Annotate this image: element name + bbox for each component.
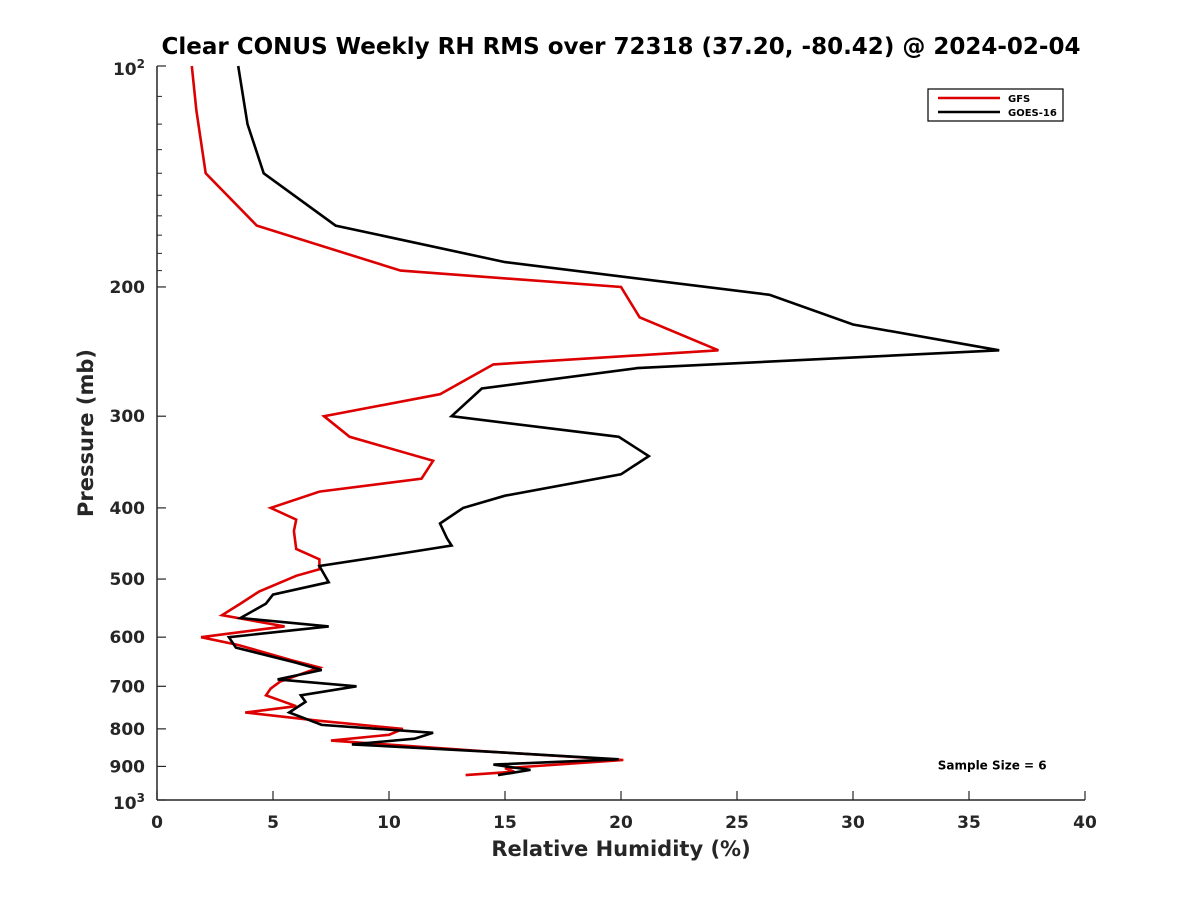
plot-area (190, 65, 1000, 777)
legend: GFS GOES-16 (927, 88, 1064, 122)
y-tick-label: 200 (110, 278, 146, 298)
x-tick-label: 20 (609, 813, 633, 833)
y-tick-label: 400 (110, 499, 146, 519)
x-tick-label: 30 (841, 813, 865, 833)
y-tick-label-decade: 102 (113, 57, 145, 80)
y-tick-label: 700 (110, 677, 146, 697)
legend-label: GFS (1008, 94, 1030, 105)
x-axis: 0 5 10 15 20 25 30 35 40 (151, 791, 1097, 833)
y-tick-label: 900 (110, 757, 146, 777)
x-tick-label: 35 (957, 813, 981, 833)
y-tick-label: 800 (110, 720, 146, 740)
sample-size-note: Sample Size = 6 (938, 759, 1047, 773)
series-line-gfs (190, 65, 719, 777)
y-tick-label-decade: 103 (113, 791, 145, 814)
chart-title: Clear CONUS Weekly RH RMS over 72318 (37… (162, 34, 1081, 60)
x-tick-label: 15 (493, 813, 517, 833)
x-tick-label: 5 (267, 813, 279, 833)
x-tick-label: 40 (1073, 813, 1097, 833)
annotations: Sample Size = 6 (938, 759, 1047, 773)
x-tick-label: 0 (151, 813, 163, 833)
y-axis-label: Pressure (mb) (74, 349, 98, 517)
legend-box (927, 88, 1064, 122)
series-line-goes-16 (226, 65, 1000, 777)
legend-label: GOES-16 (1008, 108, 1057, 119)
x-axis-label: Relative Humidity (%) (491, 837, 750, 861)
x-tick-label: 10 (377, 813, 401, 833)
y-tick-label: 600 (110, 628, 146, 648)
x-tick-label: 25 (725, 813, 749, 833)
y-axis: 200 300 400 500 600 700 800 900 102 103 (110, 57, 166, 814)
y-tick-label: 300 (110, 407, 146, 427)
y-tick-label: 500 (110, 570, 146, 590)
